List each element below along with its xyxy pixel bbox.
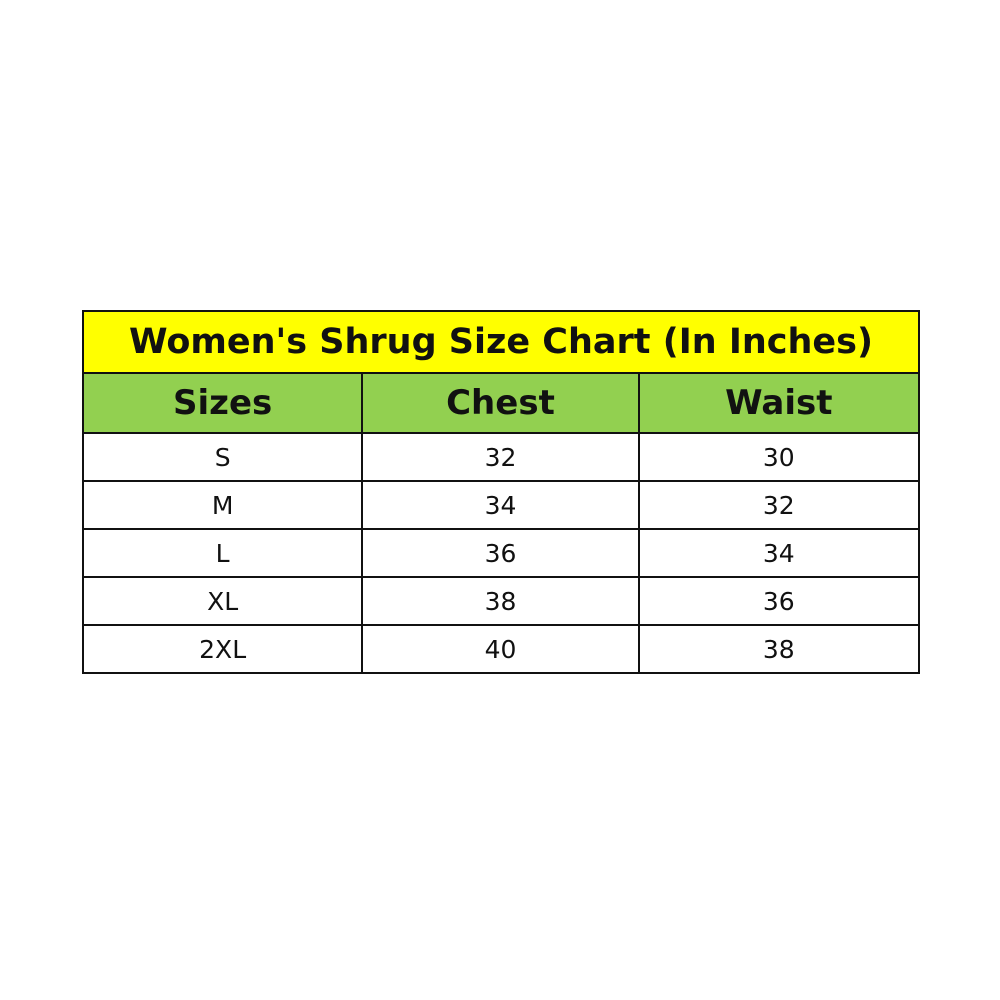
size-cell: L bbox=[81, 528, 364, 578]
table-row: M 34 32 bbox=[81, 480, 921, 530]
chest-cell: 32 bbox=[361, 432, 640, 482]
size-cell: S bbox=[81, 432, 364, 482]
title-row: Women's Shrug Size Chart (In Inches) bbox=[82, 310, 920, 374]
waist-cell: 38 bbox=[637, 624, 921, 674]
table-row: S 32 30 bbox=[81, 432, 921, 482]
header-row: Sizes Chest Waist bbox=[81, 372, 921, 434]
size-chart-table: Women's Shrug Size Chart (In Inches) Siz… bbox=[81, 310, 921, 674]
column-header-chest: Chest bbox=[361, 372, 640, 434]
chest-cell: 38 bbox=[361, 576, 640, 626]
chest-cell: 34 bbox=[361, 480, 640, 530]
chest-cell: 40 bbox=[361, 624, 640, 674]
table-row: 2XL 40 38 bbox=[81, 624, 921, 674]
table-row: L 36 34 bbox=[81, 528, 921, 578]
size-cell: XL bbox=[81, 576, 364, 626]
waist-cell: 34 bbox=[637, 528, 921, 578]
waist-cell: 32 bbox=[637, 480, 921, 530]
table-row: XL 38 36 bbox=[81, 576, 921, 626]
waist-cell: 36 bbox=[637, 576, 921, 626]
column-header-sizes: Sizes bbox=[81, 372, 364, 434]
size-cell: M bbox=[81, 480, 364, 530]
size-cell: 2XL bbox=[81, 624, 364, 674]
chart-title: Women's Shrug Size Chart (In Inches) bbox=[82, 310, 920, 374]
waist-cell: 30 bbox=[637, 432, 921, 482]
chest-cell: 36 bbox=[361, 528, 640, 578]
column-header-waist: Waist bbox=[637, 372, 921, 434]
